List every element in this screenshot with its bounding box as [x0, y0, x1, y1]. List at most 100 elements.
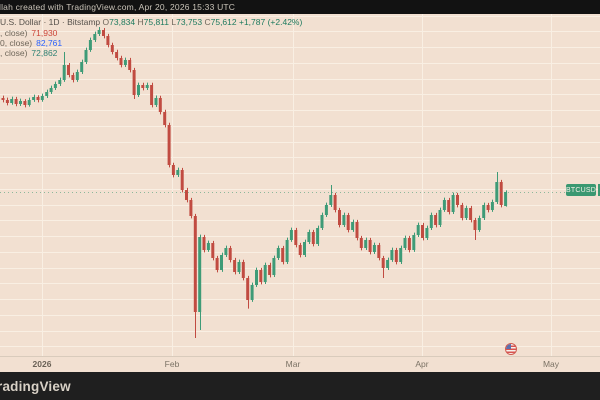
indicator-row[interactable]: 0, close) 82,761: [0, 38, 302, 48]
candle-down: [71, 75, 75, 80]
candle-up: [316, 228, 320, 244]
candle-up: [403, 238, 407, 248]
candle-down: [180, 170, 184, 190]
candle-down: [298, 245, 302, 255]
symbol-legend-row[interactable]: U.S. Dollar · 1D · Bitstamp O73,834 H75,…: [0, 17, 302, 28]
candle-up: [88, 40, 92, 50]
indicator-row[interactable]: , close) 72,862: [0, 48, 302, 58]
candle-down: [355, 222, 359, 238]
ohlc-letter: C: [202, 17, 211, 27]
tradingview-logo-text[interactable]: radingView: [0, 378, 71, 394]
candle-up: [75, 72, 79, 80]
time-axis-label: Mar: [285, 359, 301, 369]
candle-up: [49, 88, 53, 92]
candle-up: [329, 195, 333, 205]
candle-down: [163, 112, 167, 125]
candle-up: [255, 270, 258, 285]
candle-down: [259, 270, 263, 282]
candle-up: [176, 170, 180, 175]
candle-down: [333, 195, 337, 210]
candle-down: [469, 208, 473, 220]
candle-up: [145, 85, 149, 88]
symbol-descriptor: U.S. Dollar · 1D · Bitstamp: [0, 17, 101, 27]
indicator-label: , close): [0, 48, 28, 58]
time-axis-label: Apr: [415, 359, 429, 369]
indicator-value: 72,862: [31, 48, 58, 58]
candle-up: [97, 30, 101, 34]
candle-down: [294, 230, 298, 245]
candle-up: [303, 242, 306, 255]
time-axis-separator: [0, 356, 600, 357]
candle-up: [58, 80, 62, 84]
change-value: +1,787 (+2.42%): [238, 17, 303, 27]
candle-down: [456, 195, 459, 205]
candle-down: [407, 238, 411, 250]
candle-up: [206, 243, 210, 250]
candle-up: [62, 65, 66, 80]
candle-up: [220, 255, 223, 270]
candle-down: [5, 100, 9, 103]
candle-down: [67, 65, 70, 75]
candle-up: [53, 84, 57, 88]
candle-up: [32, 97, 36, 100]
candle-up: [364, 240, 368, 248]
candle-down: [268, 265, 272, 275]
time-axis[interactable]: 2026 Feb Mar Apr May: [0, 356, 600, 372]
candle-down: [281, 248, 285, 262]
candle-up: [272, 258, 276, 275]
candle-up: [351, 222, 355, 230]
candle-down: [150, 85, 154, 105]
candle-down: [189, 200, 193, 216]
candle-down: [473, 220, 477, 230]
candle-up: [342, 215, 346, 225]
time-axis-label: May: [542, 359, 560, 369]
candle-up: [451, 195, 455, 212]
candle-down: [36, 97, 40, 100]
candle-down: [211, 243, 215, 258]
candle-up: [45, 92, 49, 96]
attribution-bar: llah created with TradingView.com, Apr 2…: [0, 0, 600, 14]
ohlc-value: 75,612: [210, 17, 237, 27]
candle-up: [416, 225, 420, 235]
candle-down: [359, 238, 363, 248]
candle-up: [19, 101, 22, 104]
indicator-row[interactable]: , close) 71,930: [0, 28, 302, 38]
candle-down: [246, 278, 250, 300]
chart-legend: U.S. Dollar · 1D · Bitstamp O73,834 H75,…: [0, 17, 302, 58]
candle-down: [460, 205, 464, 218]
candle-down: [14, 99, 18, 104]
candle-up: [198, 237, 202, 312]
candle-down: [241, 262, 245, 278]
candle-down: [110, 45, 114, 52]
candle-down: [102, 30, 105, 36]
ohlc-value: 73,834: [109, 17, 136, 27]
candle-down: [158, 98, 162, 112]
ohlc-letter: O: [102, 17, 110, 27]
candle-up: [84, 50, 88, 62]
us-flag-event-icon[interactable]: [505, 343, 517, 355]
ohlc-letter: L: [169, 17, 177, 27]
candle-up: [425, 228, 429, 238]
candle-up: [438, 210, 442, 225]
candle-down: [228, 248, 232, 260]
candle-down: [215, 258, 219, 270]
candle-up: [412, 235, 416, 250]
candle-down: [106, 36, 110, 45]
candle-up: [154, 98, 158, 105]
ohlc-values: O73,834 H75,811 L73,753 C75,612: [103, 17, 237, 27]
candle-up: [80, 62, 84, 72]
indicator-value: 82,761: [36, 38, 63, 48]
symbol-price-label[interactable]: BTCUSD: [566, 184, 596, 196]
candle-down: [346, 215, 350, 230]
candle-up: [237, 262, 241, 272]
candle-up: [224, 248, 228, 255]
tradingview-footer: radingView: [0, 372, 600, 400]
candle-down: [167, 125, 171, 165]
candle-down: [132, 70, 136, 95]
ohlc-letter: H: [135, 17, 144, 27]
candle-up: [464, 208, 468, 218]
time-axis-label: 2026: [32, 359, 52, 369]
candle-down: [499, 182, 503, 205]
